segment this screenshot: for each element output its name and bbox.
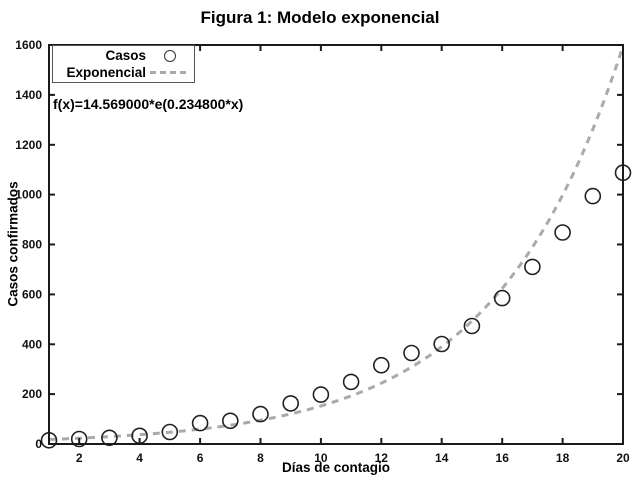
y-tick-label: 1200 (15, 138, 42, 152)
casos-data-point (282, 395, 300, 412)
x-tick-label: 12 (375, 451, 389, 465)
x-tick-label: 8 (257, 451, 264, 465)
y-tick-label: 200 (22, 387, 42, 401)
casos-data-point (161, 423, 179, 441)
y-tick-label: 0 (35, 437, 42, 451)
legend-item-exponencial: Exponencial (53, 64, 194, 81)
casos-data-point (222, 412, 239, 430)
x-tick-label: 16 (496, 451, 510, 465)
casos-data-point (493, 289, 511, 307)
casos-data-point (524, 258, 541, 276)
casos-data-point (403, 344, 420, 362)
casos-data-point (252, 405, 269, 423)
legend-label-exponencial: Exponencial (66, 65, 146, 80)
legend-label-casos: Casos (105, 48, 146, 63)
y-tick-label: 1000 (15, 188, 42, 202)
casos-data-point (463, 317, 481, 335)
legend-marker-cell (146, 49, 194, 62)
casos-data-point (433, 335, 451, 353)
x-tick-label: 10 (314, 451, 328, 465)
exponencial-fit-curve (48, 45, 625, 441)
x-tick-label: 14 (435, 451, 449, 465)
casos-data-point (342, 373, 360, 391)
open-circle-icon (164, 49, 176, 62)
y-tick-label: 1600 (15, 38, 42, 52)
x-tick-label: 20 (616, 451, 630, 465)
casos-data-point (312, 386, 330, 403)
gray-dashed-line-icon (150, 71, 190, 74)
y-tick-label: 800 (22, 238, 42, 252)
figure-title: Figura 1: Modelo exponencial (200, 8, 440, 27)
casos-data-point (191, 414, 209, 432)
x-tick-label: 18 (556, 451, 570, 465)
y-axis-label: Casos confirmados (5, 181, 21, 307)
y-tick-label: 600 (22, 287, 42, 301)
legend-item-casos: Casos (53, 47, 194, 64)
y-tick-label: 400 (22, 337, 42, 351)
casos-data-point (554, 224, 571, 241)
casos-data-point (101, 429, 118, 447)
legend-marker-cell (146, 71, 194, 74)
x-tick-label: 4 (136, 451, 143, 465)
legend-box: Casos Exponencial (52, 45, 195, 83)
fit-formula-annotation: f(x)=14.569000*e(0.234800*x) (53, 96, 244, 112)
y-tick-label: 1400 (15, 88, 42, 102)
casos-data-point (70, 430, 88, 448)
x-axis-label: Días de contagio (281, 460, 391, 475)
casos-data-point (584, 187, 602, 205)
x-tick-label: 6 (197, 451, 204, 465)
x-tick-label: 2 (76, 451, 83, 465)
casos-data-point (372, 356, 390, 374)
